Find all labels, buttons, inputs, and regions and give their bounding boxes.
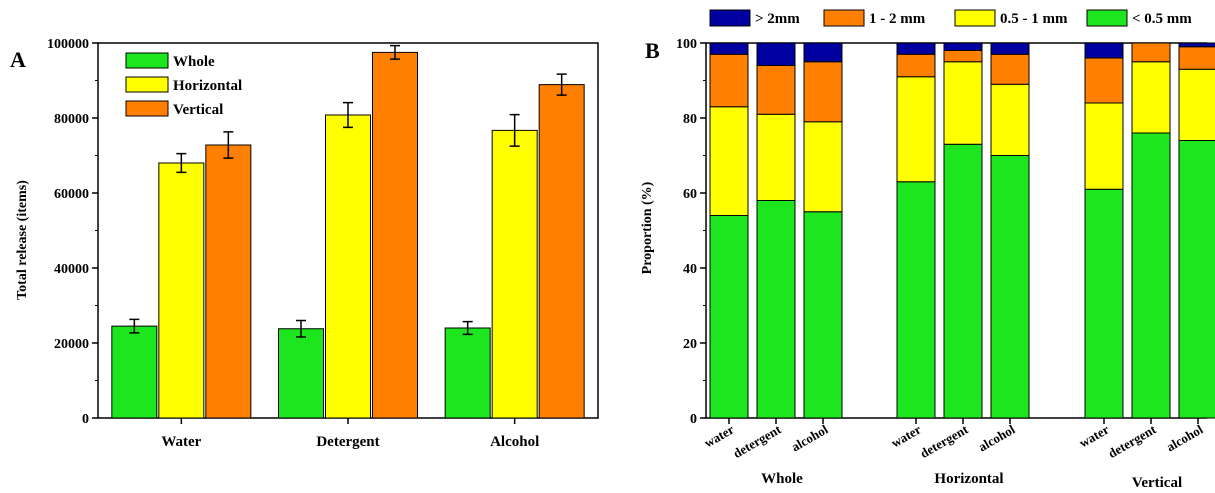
- x-tick-label: Water: [161, 434, 201, 450]
- bar-whole: [278, 328, 324, 419]
- bar-whole: [111, 325, 158, 419]
- legend-label: Whole: [173, 54, 215, 70]
- stack-segment: [709, 106, 749, 216]
- legend-swatch: [954, 9, 996, 27]
- stack-segment: [943, 42, 983, 51]
- stack-segment: [1084, 57, 1124, 104]
- stack-segment: [990, 155, 1030, 419]
- panel-a-y-axis-label: Total release (items): [15, 180, 30, 300]
- panel-a-plot: 0 20000 40000 60000 80000 100000 Water Detergen…: [47, 37, 599, 450]
- x-tick-label: Alcohol: [490, 434, 539, 450]
- stack-segment: [990, 42, 1030, 55]
- stack-segment: [1084, 188, 1124, 419]
- y-tick-label: 80: [683, 112, 697, 127]
- x-tick-label: detergent: [730, 421, 784, 461]
- stack-segment: [756, 113, 796, 201]
- x-tick-label: Detergent: [316, 434, 379, 450]
- panel-b: B Proportion (%) 020406080100waterdeterg…: [640, 9, 1215, 491]
- panel-b-label: B: [645, 38, 660, 63]
- legend-label: > 2mm: [755, 11, 800, 27]
- stack-segment: [1131, 42, 1171, 63]
- stack-segment: [1131, 61, 1171, 134]
- panel-a: A Total release (items) 0 20000 40000 60000…: [10, 37, 599, 450]
- y-tick-label: 60000: [54, 187, 89, 202]
- stack-segment: [1084, 102, 1124, 190]
- legend-swatch: [823, 9, 865, 27]
- stack-segment: [896, 53, 936, 78]
- stack-segment: [943, 61, 983, 145]
- legend-swatch-whole: [125, 52, 169, 69]
- stack-segment: [943, 143, 983, 419]
- stack-segment: [990, 53, 1030, 85]
- legend-swatch: [1086, 9, 1128, 27]
- bar-vertical: [538, 84, 585, 419]
- x-tick-label: alcohol: [789, 421, 831, 454]
- x-tick-label: water: [888, 421, 923, 450]
- bar-vertical: [372, 51, 418, 419]
- y-tick-label: 100000: [47, 37, 89, 52]
- legend-label: < 0.5 mm: [1132, 11, 1192, 27]
- group-label: Whole: [761, 471, 803, 487]
- stack-segment: [1178, 42, 1215, 48]
- panel-b-y-axis-label: Proportion (%): [640, 181, 655, 274]
- x-tick-label: water: [701, 421, 736, 450]
- legend-label: Vertical: [173, 102, 223, 118]
- y-tick-label: 80000: [54, 112, 89, 127]
- y-tick-label: 40000: [54, 262, 89, 277]
- bar-horizontal: [491, 129, 538, 419]
- group-label: Horizontal: [934, 471, 1003, 487]
- bar-horizontal: [158, 162, 205, 419]
- legend-swatch: [709, 9, 751, 27]
- stack-segment: [1178, 68, 1215, 141]
- y-tick-label: 40: [683, 262, 697, 277]
- y-tick-label: 0: [690, 412, 697, 427]
- stack-segment: [1084, 42, 1124, 59]
- group-label: Vertical: [1132, 475, 1182, 491]
- x-tick-label: alcohol: [1164, 421, 1206, 454]
- panel-b-legend: > 2mm 1 - 2 mm 0.5 - 1 mm < 0.5 mm: [709, 9, 1192, 27]
- y-tick-label: 20000: [54, 337, 89, 352]
- stack-segment: [990, 83, 1030, 156]
- stack-segment: [756, 200, 796, 419]
- x-tick-label: detergent: [1105, 421, 1159, 461]
- stack-segment: [1178, 140, 1215, 419]
- stack-segment: [803, 42, 843, 63]
- panel-a-legend: Whole Horizontal Vertical: [125, 52, 242, 118]
- panel-a-label: A: [10, 47, 26, 72]
- stack-segment: [896, 42, 936, 55]
- stack-segment: [803, 121, 843, 213]
- stack-segment: [709, 53, 749, 108]
- x-tick-label: alcohol: [976, 421, 1018, 454]
- bar-vertical: [205, 144, 252, 419]
- stack-segment: [803, 211, 843, 419]
- y-tick-label: 60: [683, 187, 697, 202]
- x-tick-label: water: [1076, 421, 1111, 450]
- stack-segment: [709, 215, 749, 419]
- bar-horizontal: [325, 114, 371, 419]
- y-tick-label: 100: [676, 37, 697, 52]
- stack-segment: [896, 76, 936, 183]
- stack-segment: [896, 181, 936, 419]
- x-tick-label: detergent: [917, 421, 971, 461]
- legend-label: 0.5 - 1 mm: [1000, 11, 1068, 27]
- legend-label: 1 - 2 mm: [869, 11, 926, 27]
- stack-segment: [756, 65, 796, 115]
- y-tick-label: 0: [82, 412, 89, 427]
- stack-segment: [1131, 132, 1171, 419]
- stack-segment: [943, 50, 983, 63]
- y-tick-label: 20: [683, 337, 697, 352]
- legend-swatch-horizontal: [125, 76, 169, 93]
- stack-segment: [803, 61, 843, 123]
- legend-label: Horizontal: [173, 78, 242, 94]
- bar-whole: [444, 327, 491, 419]
- stack-segment: [1178, 46, 1215, 70]
- stack-segment: [756, 42, 796, 66]
- legend-swatch-vertical: [125, 100, 169, 117]
- stack-segment: [709, 42, 749, 55]
